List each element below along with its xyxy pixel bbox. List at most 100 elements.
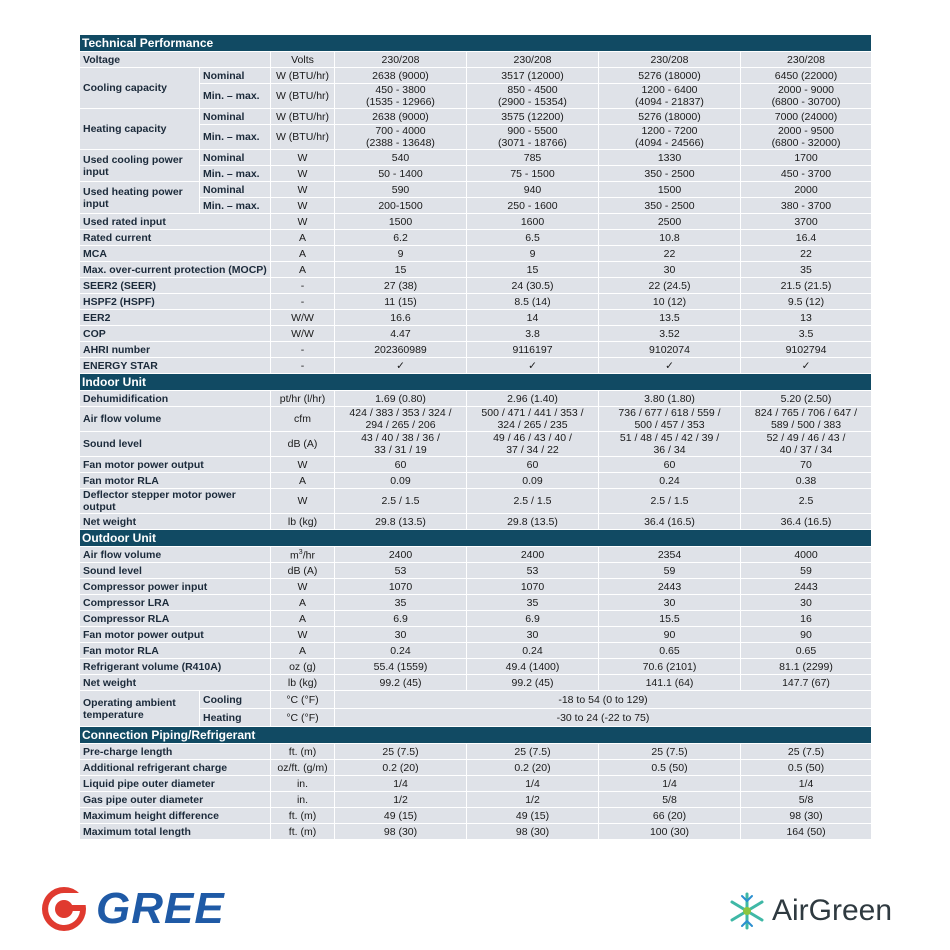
value-cell: 29.8 (13.5) [466,513,599,530]
value-cell: 1200 - 7200 (4094 - 24566) [598,124,741,150]
value-cell: 1500 [598,181,741,198]
row-label: Compressor LRA [79,594,271,611]
cell-line: 324 / 265 / 235 [497,419,568,431]
value-cell: 60 [466,456,599,473]
unit-cell: - [270,277,335,294]
value-cell: 824 / 765 / 706 / 647 /589 / 500 / 383 [739,406,873,432]
value-cell: 35 [334,594,467,611]
cell-line: 43 / 40 / 38 / 36 / [361,432,440,445]
unit-cell: A [270,245,335,262]
value-cell: 4000 [739,546,873,563]
value-cell: 230/208 [466,51,599,68]
value-cell: 98 (30) [739,807,873,824]
table-row: Min. – max. W 200-1500 250 - 1600 350 - 2500… [80,197,873,214]
row-label: Operating ambient temperature [79,690,200,727]
value-cell: 51 / 48 / 45 / 42 / 39 /36 / 34 [598,431,741,457]
value-cell: 35 [739,261,873,278]
row-label: Fan motor power output [79,456,271,473]
value-cell: 0.24 [598,472,741,489]
unit-cell: ft. (m) [270,807,335,824]
value-cell: 0.09 [466,472,599,489]
unit-cell: W (BTU/hr) [270,108,335,125]
table-row: ENERGY STAR - ✓ ✓ ✓ ✓ [79,357,873,374]
value-cell: 55.4 (1559) [334,658,467,675]
cell-line: 33 / 31 / 19 [374,444,427,456]
table-row: Max. over-current protection (MOCP) A 15 15… [79,261,873,278]
cell-line: 40 / 37 / 34 [779,444,833,456]
cell-line: 700 - 4000 [375,125,426,138]
value-cell: 25 (7.5) [598,743,741,760]
value-cell: 0.5 (50) [739,759,873,776]
unit-cell: in. [270,791,335,808]
value-cell: 940 [466,181,599,198]
unit-cell: lb (kg) [270,513,335,530]
value-cell: 10.8 [598,229,741,246]
value-cell: 70.6 (2101) [598,658,741,675]
value-cell: 450 - 3800 (1535 - 12966) [334,83,467,109]
unit-cell: pt/hr (l/hr) [270,390,335,407]
value-cell: 6.2 [334,229,467,246]
value-cell: 1500 [334,213,467,230]
airgreen-wordmark: AirGreen [772,894,893,927]
value-cell: 5/8 [739,791,873,808]
table-row: Min. – max. W (BTU/hr) 700 - 4000 (2388 - 1… [80,124,873,150]
section-header-row: Indoor Unit [78,373,873,391]
value-cell: 5/8 [598,791,741,808]
value-cell: 1700 [739,149,873,166]
value-cell: 590 [334,181,467,198]
value-cell: 30 [334,626,467,643]
value-cell: 2.96 (1.40) [466,390,599,407]
value-cell: 8.5 (14) [466,293,599,310]
table-row: EER2 W/W 16.6 14 13.5 13 [79,309,873,326]
table-row: Min. – max. W 50 - 1400 75 - 1500 350 - 2500… [80,165,873,182]
row-label: Gas pipe outer diameter [79,791,271,808]
value-cell: 2443 [739,578,873,595]
value-cell: 2000 [739,181,873,198]
value-cell: 22 [739,245,873,262]
value-cell: 0.38 [739,472,873,489]
value-cell: 98 (30) [466,823,599,840]
value-cell: 3575 (12200) [466,108,599,125]
value-cell: 9.5 (12) [739,293,873,310]
unit-cell: ft. (m) [270,823,335,840]
value-cell: 5276 (18000) [598,108,741,125]
row-label: Net weight [79,513,271,530]
value-cell: 36.4 (16.5) [739,513,873,530]
value-cell: 15 [466,261,599,278]
value-cell: ✓ [334,357,467,374]
table-row: Fan motor RLA A 0.09 0.09 0.24 0.38 [79,472,873,489]
row-label: AHRI number [79,341,271,358]
table-row: Fan motor power output W 30 30 90 90 [79,626,873,643]
value-cell: 27 (38) [334,277,467,294]
technical-spec-table: Technical Performance Voltage Volts 230/208… [78,34,873,840]
unit-cell: oz/ft. (g/m) [270,759,335,776]
value-cell: 1.69 (0.80) [334,390,467,407]
table-row: Rated current A 6.2 6.5 10.8 16.4 [79,229,873,246]
value-cell: 424 / 383 / 353 / 324 /294 / 265 / 206 [334,406,467,432]
value-cell: 2500 [598,213,741,230]
value-cell: 230/208 [739,51,873,68]
cell-line: 36 / 34 [653,444,686,456]
value-cell: 0.24 [334,642,467,659]
value-cell: 53 [466,562,599,579]
value-cell: 6450 (22000) [739,67,873,84]
table-row: Fan motor RLA A 0.24 0.24 0.65 0.65 [79,642,873,659]
unit-cell: A [270,229,335,246]
value-cell: 11 (15) [334,293,467,310]
cell-line: 2000 - 9000 [777,84,835,97]
value-cell: 21.5 (21.5) [739,277,873,294]
value-cell: 25 (7.5) [334,743,467,760]
unit-cell: cfm [270,406,335,432]
unit-cell: °C (°F) [270,708,335,727]
cell-line: 500 / 457 / 353 [634,419,705,431]
unit-cell: lb (kg) [270,674,335,691]
section-header-row: Connection Piping/Refrigerant [78,726,873,744]
value-cell: 380 - 3700 [739,197,873,214]
table-row: Heating °C (°F) -30 to 24 (-22 to 75) [80,708,873,727]
table-row: Net weight lb (kg) 99.2 (45) 99.2 (45) 141.1… [79,674,873,691]
value-cell: 230/208 [334,51,467,68]
value-cell: 35 [466,594,599,611]
row-label: MCA [79,245,271,262]
unit-cell: Volts [270,51,335,68]
value-cell: 2638 (9000) [334,108,467,125]
